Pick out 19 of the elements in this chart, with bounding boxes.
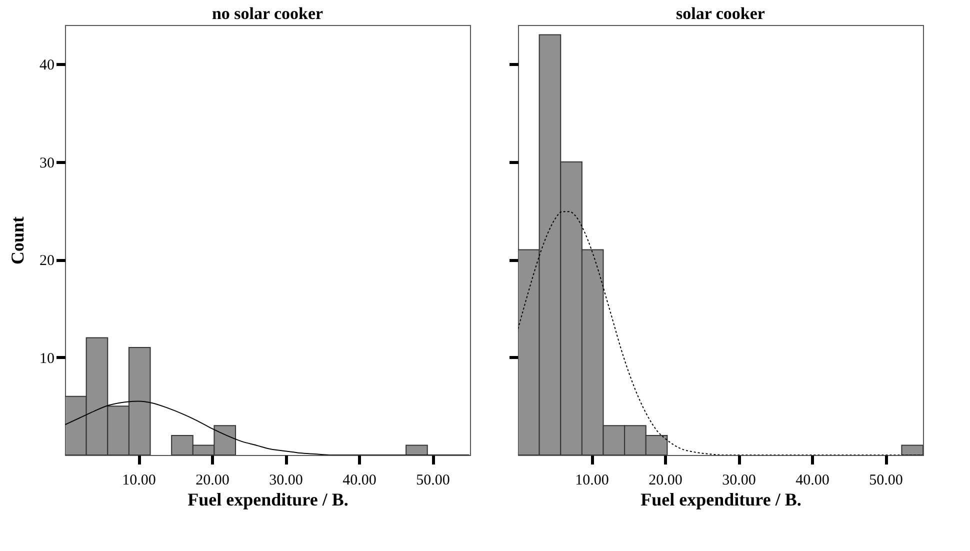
x-tick-label: 50.00 (416, 472, 450, 488)
x-tick-label: 50.00 (869, 472, 903, 488)
x-axis-title: Fuel expenditure / B. (188, 490, 348, 510)
y-tick-label: 20 (40, 253, 54, 270)
chart-title: solar cooker (676, 4, 766, 23)
y-tick-label: 30 (40, 155, 54, 172)
chart-title: no solar cooker (212, 4, 324, 23)
x-axis-title: Fuel expenditure / B. (640, 490, 802, 510)
x-tick-label: 30.00 (722, 472, 756, 488)
y-tick-label: 40 (40, 58, 54, 74)
x-tick-label: 40.00 (796, 472, 830, 488)
x-tick-label: 40.00 (342, 472, 376, 488)
y-axis-title: Count (8, 216, 28, 265)
x-tick-label: 10.00 (575, 472, 609, 488)
x-tick-label: 20.00 (648, 472, 682, 488)
x-tick-label: 20.00 (196, 472, 230, 488)
y-tick-label: 10 (40, 350, 54, 367)
x-tick-label: 10.00 (122, 472, 156, 488)
x-tick-label: 30.00 (269, 472, 303, 488)
